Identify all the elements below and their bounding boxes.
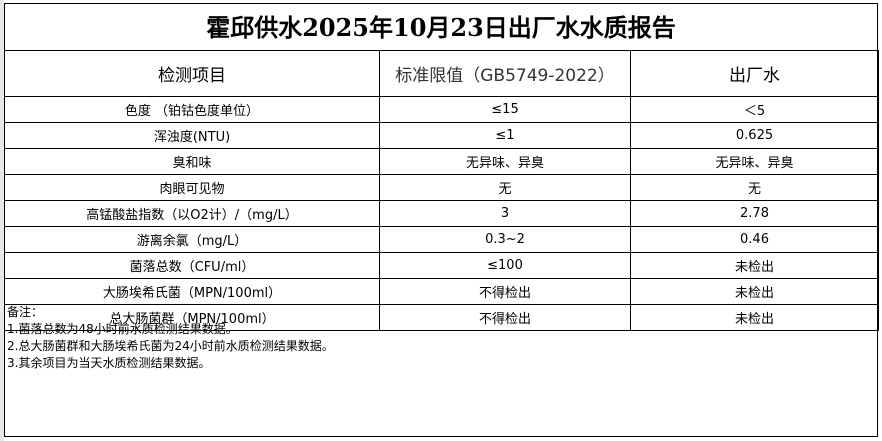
outlet-value: 0.625 <box>630 122 879 149</box>
table-row: 总大肠菌群（MPN/100ml） 不得检出 未检出 <box>4 304 879 331</box>
standard-limit: 0.3~2 <box>379 226 631 253</box>
standard-limit: 不得检出 <box>379 304 631 331</box>
table-header-row: 检测项目 标准限值（GB5749-2022） 出厂水 <box>4 50 879 97</box>
item-name: 高锰酸盐指数（以O2计）/（mg/L） <box>4 200 380 227</box>
item-name: 臭和味 <box>4 148 380 175</box>
item-name: 肉眼可见物 <box>4 174 380 201</box>
standard-limit: 无异味、异臭 <box>379 148 631 175</box>
table-row: 大肠埃希氏菌（MPN/100ml） 不得检出 未检出 <box>4 278 879 305</box>
outlet-value: ＜5 <box>630 96 879 123</box>
standard-limit: ≤15 <box>379 96 631 123</box>
standard-limit: 3 <box>379 200 631 227</box>
item-name: 菌落总数（CFU/ml） <box>4 252 380 279</box>
item-name: 大肠埃希氏菌（MPN/100ml） <box>4 278 380 305</box>
note-1: 1.菌落总数为48小时前水质检测结果数据。 <box>7 322 238 336</box>
report-title: 霍邱供水2025年10月23日出厂水水质报告 <box>5 4 877 51</box>
outlet-value: 未检出 <box>630 304 879 331</box>
outlet-value: 无 <box>630 174 879 201</box>
header-outlet-water: 出厂水 <box>630 50 879 97</box>
table-row: 游离余氯（mg/L） 0.3~2 0.46 <box>4 226 879 253</box>
outlet-value: 未检出 <box>630 278 879 305</box>
table-row: 菌落总数（CFU/ml） ≤100 未检出 <box>4 252 879 279</box>
table-row: 臭和味 无异味、异臭 无异味、异臭 <box>4 148 879 175</box>
item-name: 总大肠菌群（MPN/100ml） <box>4 304 380 331</box>
item-name: 色度 （铂钴色度单位） <box>4 96 380 123</box>
outlet-value: 未检出 <box>630 252 879 279</box>
notes-label: 备注： <box>7 305 44 319</box>
note-3: 3.其余项目为当天水质检测结果数据。 <box>7 356 211 370</box>
notes: 备注： 1.菌落总数为48小时前水质检测结果数据。 2.总大肠菌群和大肠埃希氏菌… <box>7 304 334 372</box>
header-item: 检测项目 <box>4 50 380 97</box>
table-row: 浑浊度(NTU) ≤1 0.625 <box>4 122 879 149</box>
outlet-value: 无异味、异臭 <box>630 148 879 175</box>
standard-limit: ≤100 <box>379 252 631 279</box>
table-row: 色度 （铂钴色度单位） ≤15 ＜5 <box>4 96 879 123</box>
standard-limit: ≤1 <box>379 122 631 149</box>
header-standard: 标准限值（GB5749-2022） <box>379 50 631 97</box>
outlet-value: 2.78 <box>630 200 879 227</box>
item-name: 游离余氯（mg/L） <box>4 226 380 253</box>
table-row: 高锰酸盐指数（以O2计）/（mg/L） 3 2.78 <box>4 200 879 227</box>
water-quality-report: 霍邱供水2025年10月23日出厂水水质报告 检测项目 标准限值（GB5749-… <box>4 3 879 437</box>
outlet-value: 0.46 <box>630 226 879 253</box>
note-2: 2.总大肠菌群和大肠埃希氏菌为24小时前水质检测结果数据。 <box>7 339 334 353</box>
item-name: 浑浊度(NTU) <box>4 122 380 149</box>
table-row: 肉眼可见物无无 <box>4 174 879 201</box>
standard-limit: 不得检出 <box>379 278 631 305</box>
quality-table: 检测项目 标准限值（GB5749-2022） 出厂水 色度 （铂钴色度单位） ≤1… <box>4 50 879 331</box>
standard-limit: 无 <box>379 174 631 201</box>
sheet-left-edge <box>0 0 4 441</box>
